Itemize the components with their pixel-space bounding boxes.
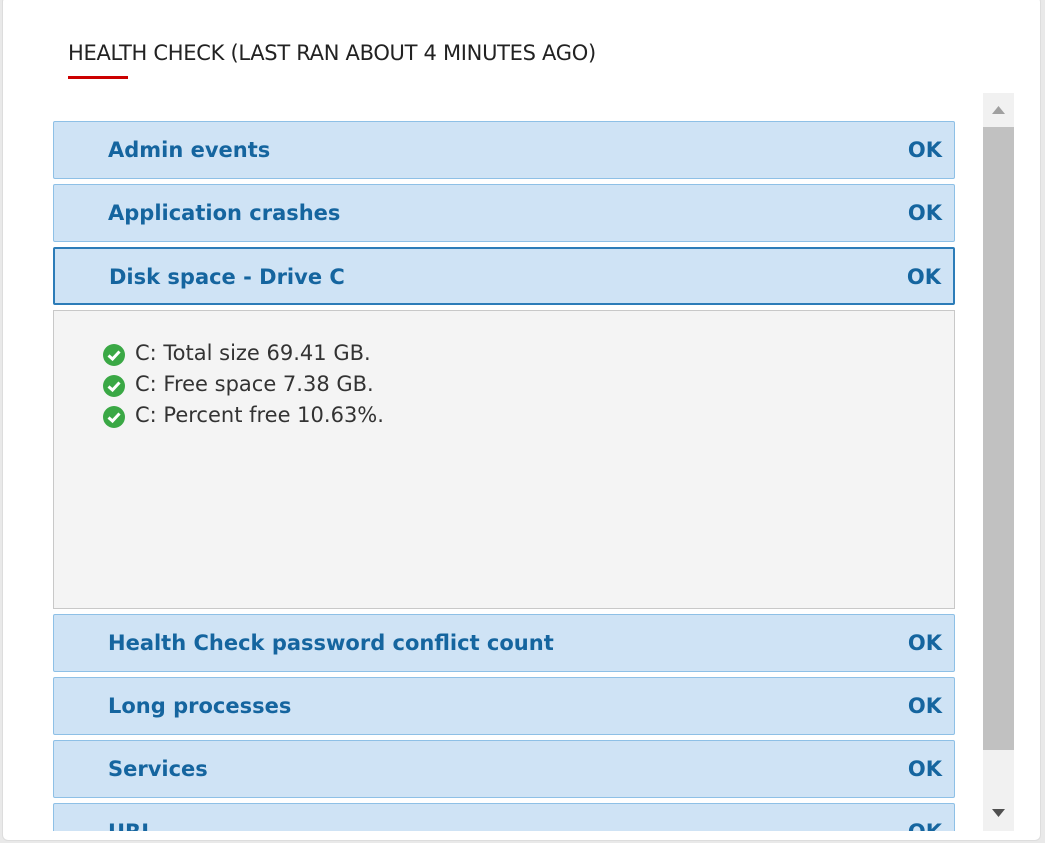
check-header[interactable]: Services OK (53, 740, 955, 798)
title-underline (68, 76, 128, 79)
check-icon (103, 406, 125, 428)
detail-row: C: Percent free 10.63%. (54, 401, 954, 432)
check-status: OK (907, 694, 942, 718)
check-list: Admin events OK Application crashes OK Disk … (53, 93, 955, 831)
section-title: HEALTH CHECK (LAST RAN ABOUT 4 MINUTES A… (68, 41, 596, 65)
scroll-up[interactable] (983, 93, 1014, 127)
check-status: OK (907, 201, 942, 225)
check-icon (103, 344, 125, 366)
check-name: Health Check password conflict count (108, 631, 554, 655)
check-header[interactable]: Health Check password conflict count OK (53, 614, 955, 672)
check-status: OK (907, 757, 942, 781)
check-status: OK (908, 820, 942, 831)
check-header[interactable]: Application crashes OK (53, 184, 955, 242)
scrollbar[interactable] (983, 93, 1014, 831)
check-name: Long processes (108, 694, 292, 718)
check-details: C: Total size 69.41 GB. C: Free space 7.3… (53, 310, 955, 609)
detail-text: C: Total size 69.41 GB. (135, 341, 371, 365)
check-header[interactable]: Disk space - Drive C OK (53, 247, 955, 305)
check-status: OK (906, 265, 941, 289)
check-name: Application crashes (108, 201, 341, 225)
detail-text: C: Free space 7.38 GB. (135, 372, 374, 396)
detail-row: C: Free space 7.38 GB. (54, 370, 954, 401)
check-status: OK (907, 631, 942, 655)
scroll-thumb[interactable] (983, 127, 1014, 750)
check-header[interactable]: URL OK (53, 803, 955, 831)
check-header[interactable]: Long processes OK (53, 677, 955, 735)
check-name: URL (108, 820, 155, 831)
detail-text: C: Percent free 10.63%. (135, 403, 384, 427)
check-icon (103, 375, 125, 397)
check-status: OK (907, 138, 942, 162)
check-name: Services (108, 757, 208, 781)
scroll-down[interactable] (983, 797, 1014, 831)
check-list-viewport: Admin events OK Application crashes OK Disk … (53, 93, 955, 831)
detail-row: C: Total size 69.41 GB. (54, 339, 954, 370)
check-header[interactable]: Admin events OK (53, 121, 955, 179)
check-name: Disk space - Drive C (109, 265, 345, 289)
check-name: Admin events (108, 138, 271, 162)
